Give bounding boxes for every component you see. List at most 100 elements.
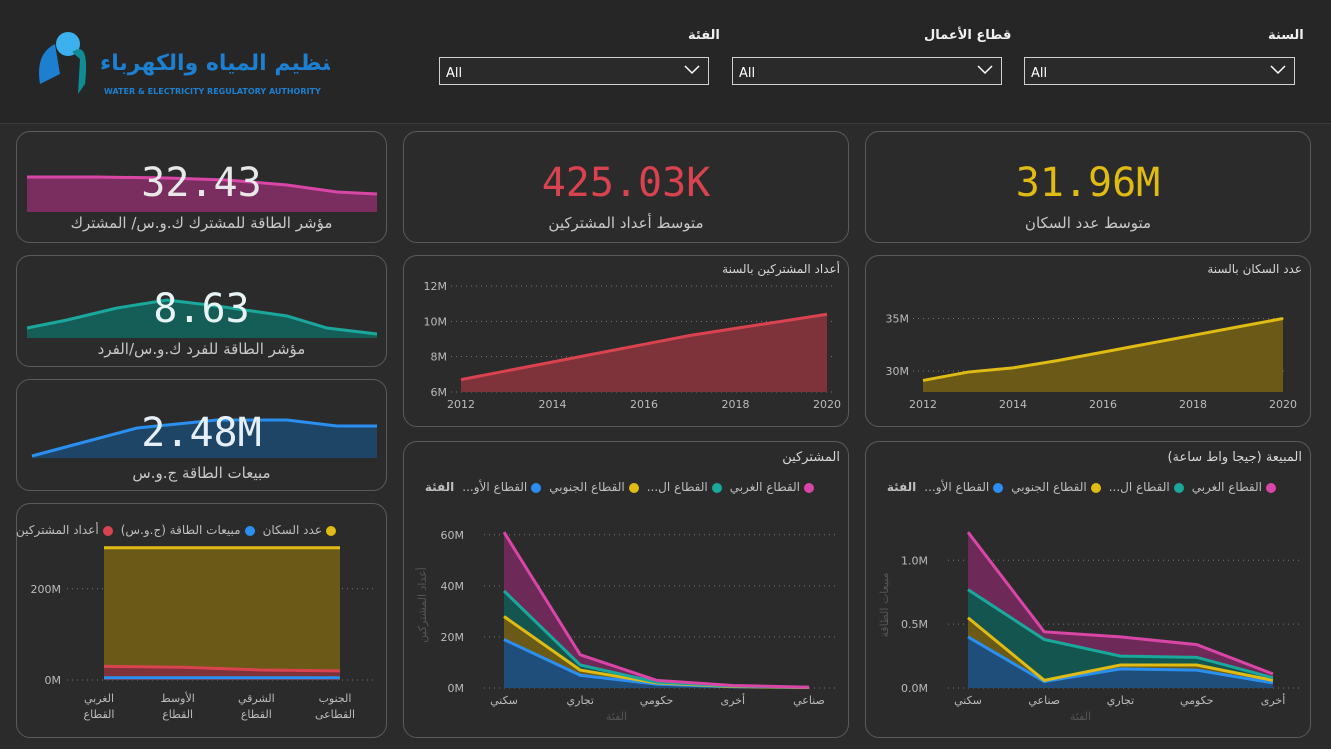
x-tick-label: سكني: [954, 694, 982, 707]
slicer-year-dropdown[interactable]: All: [1024, 57, 1295, 85]
series-line: [967, 635, 1274, 685]
kpi-avg-subscribers-value: 425.03K: [541, 160, 711, 206]
legend-item[interactable]: القطاع الأو...: [462, 480, 542, 494]
chart-subscribers-by-category-plot: 0M 20M 40M 60M سكني تجاري حكومي أخرى صناعي الفئة أ…: [415, 529, 839, 723]
series-line: [502, 531, 810, 689]
wera-logo: هيئة تنظيم المياه والكهرباء WATER & ELEC…: [30, 14, 393, 104]
chart-sector-combo-plot: 0M 200M الغربي القطاع الأوسط القطاع الشرقي القط…: [31, 546, 377, 721]
x-tick-label: أخرى: [1261, 693, 1286, 707]
x-tick-label: 2012: [909, 398, 937, 411]
legend-label: عدد السكان: [262, 523, 322, 537]
x-axis-label: الفئة: [1070, 710, 1091, 723]
chevron-down-icon: [1270, 65, 1286, 75]
area-fill: [923, 318, 1283, 392]
legend-item[interactable]: القطاع الأو...: [924, 480, 1004, 494]
chart-subscribers-by-category-legend: القطاع الغربي القطاع ال... القطاع الجنوب…: [425, 480, 814, 494]
y-tick-label: 200M: [31, 583, 62, 596]
slicer-category-dropdown[interactable]: All: [439, 57, 709, 85]
chart-population-by-year[interactable]: عدد السكان بالسنة 30M 35M 2012 2014 2016 2018…: [865, 255, 1311, 427]
x-tick-label: حكومي: [1180, 694, 1214, 707]
y-tick-label: 0M: [45, 674, 62, 687]
chart-sales-by-category-legend: القطاع الغربي القطاع ال... القطاع الجنوب…: [887, 480, 1276, 494]
legend-item[interactable]: القطاع الغربي: [730, 480, 814, 494]
kpi-subscriber-index-value: 32.43: [141, 160, 262, 206]
chart-sector-combo[interactable]: عدد السكان مبيعات الطاقة (ج.و.س) أعداد ا…: [16, 503, 387, 738]
kpi-per-capita-index-value: 8.63: [153, 286, 250, 332]
legend-label: القطاع ال...: [646, 480, 708, 494]
legend-item[interactable]: القطاع الجنوبي: [1011, 480, 1101, 494]
area-fill: [968, 589, 1273, 688]
legend-item[interactable]: القطاع ال...: [1109, 480, 1184, 494]
chart-subscribers-by-year[interactable]: أعداد المشتركين بالسنة 6M 8M 10M 12M 2012 201…: [403, 255, 849, 427]
chart-sales-by-category[interactable]: المبيعة (جيجا واط ساعة) القطاع الغربي ال…: [865, 441, 1311, 738]
slicer-sector-label: قطاع الأعمال: [924, 28, 1012, 43]
x-tick-label: حكومي: [640, 694, 674, 707]
chart-sector-combo-legend: عدد السكان مبيعات الطاقة (ج.و.س) أعداد ا…: [17, 523, 336, 537]
legend-item[interactable]: مبيعات الطاقة (ج.و.س): [121, 523, 255, 537]
kpi-card-energy-sales[interactable]: 2.48M مبيعات الطاقة ج.و.س: [16, 379, 387, 491]
slicer-category-label: الفئة: [688, 28, 720, 43]
x-tick-label: 2016: [630, 398, 658, 411]
slicer-year-label: السنة: [1268, 28, 1304, 43]
x-tick-label: 2016: [1089, 398, 1117, 411]
x-tick-label: 2018: [1179, 398, 1207, 411]
x-tick-label: 2014: [539, 398, 567, 411]
x-tick-label: 2018: [722, 398, 750, 411]
y-tick-label: 0.5M: [901, 618, 928, 631]
legend-label: القطاع الأو...: [462, 480, 528, 494]
legend-title: الفئة: [424, 480, 455, 494]
legend-label: القطاع الجنوبي: [549, 480, 625, 494]
chevron-down-icon: [977, 65, 993, 75]
sparkline-per-capita-index: [26, 298, 378, 338]
logo-english-text: WATER & ELECTRICITY REGULATORY AUTHORITY: [104, 87, 321, 96]
legend-item[interactable]: القطاع ال...: [647, 480, 722, 494]
kpi-subscriber-index-label: مؤشر الطاقة للمشترك ك.و.س/ المشترك: [70, 214, 333, 232]
legend-title: الفئة: [886, 480, 917, 494]
x-tick-label: 2014: [999, 398, 1027, 411]
legend-item[interactable]: القطاع الجنوبي: [549, 480, 639, 494]
x-tick-label: القطاع: [162, 708, 193, 721]
slicer-sector-dropdown[interactable]: All: [732, 57, 1002, 85]
x-tick-label: صناعي: [1028, 694, 1060, 707]
legend-item[interactable]: القطاع الغربي: [1192, 480, 1276, 494]
x-tick-label: سكني: [490, 694, 518, 707]
y-tick-label: 30M: [886, 365, 910, 378]
y-tick-label: 6M: [431, 386, 448, 399]
x-tick-label: أخرى: [720, 693, 745, 707]
chevron-down-icon: [684, 65, 700, 75]
series-line: [460, 312, 828, 382]
y-tick-label: 35M: [886, 313, 910, 326]
series-line: [966, 531, 1274, 676]
x-tick-label: القطاعى: [315, 708, 355, 721]
y-tick-label: 0M: [448, 682, 465, 695]
kpi-card-per-capita-index[interactable]: 8.63 مؤشر الطاقة للفرد ك.و.س/الفرد: [16, 255, 387, 367]
series-line: [967, 616, 1274, 682]
series-line: [922, 317, 1284, 382]
area-fill: [461, 314, 827, 392]
y-tick-label: 12M: [424, 280, 448, 293]
kpi-energy-sales-label: مبيعات الطاقة ج.و.س: [132, 464, 271, 482]
area-fill: [968, 636, 1273, 688]
legend-label: القطاع الجنوبي: [1011, 480, 1087, 494]
kpi-avg-population-value: 31.96M: [1015, 160, 1161, 206]
kpi-card-avg-subscribers[interactable]: 425.03K متوسط أعداد المشتركين: [403, 131, 849, 243]
legend-label: القطاع الغربي: [1191, 480, 1262, 494]
x-tick-label: القطاع: [84, 708, 115, 721]
kpi-card-avg-population[interactable]: 31.96M متوسط عدد السكان: [865, 131, 1311, 243]
y-axis-label: أعداد المشتركين: [415, 567, 429, 643]
chart-subscribers-by-category[interactable]: المشتركين القطاع الغربي القطاع ال... الق…: [403, 441, 849, 738]
y-tick-label: 8M: [431, 351, 448, 364]
area-fill: [104, 547, 340, 680]
kpi-card-subscriber-index[interactable]: 32.43 مؤشر الطاقة للمشترك ك.و.س/ المشترك: [16, 131, 387, 243]
series-line: [967, 588, 1274, 680]
legend-item[interactable]: أعداد المشتركين: [17, 523, 113, 537]
y-tick-label: 10M: [424, 315, 448, 328]
legend-item[interactable]: عدد السكان: [263, 523, 336, 537]
x-tick-label: الغربي: [84, 692, 114, 705]
y-tick-label: 60M: [441, 529, 465, 542]
x-tick-label: 2020: [1269, 398, 1297, 411]
sparkline-subscriber-index: [27, 175, 378, 212]
logo-arabic-text: هيئة تنظيم المياه والكهرباء: [100, 51, 330, 76]
y-tick-label: 20M: [441, 631, 465, 644]
kpi-per-capita-index-label: مؤشر الطاقة للفرد ك.و.س/الفرد: [97, 340, 306, 358]
